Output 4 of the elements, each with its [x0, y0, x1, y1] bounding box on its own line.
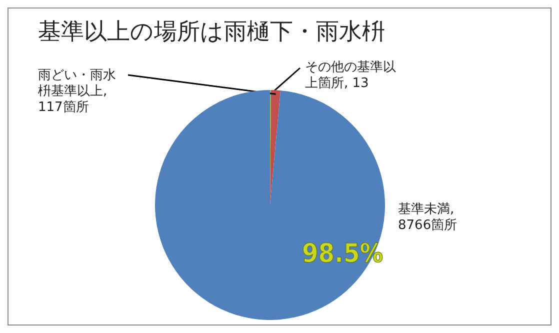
- chart-title: 基準以上の場所は雨樋下・雨水枡: [38, 18, 385, 46]
- slice-label: その他の基準以上箇所, 13: [305, 60, 397, 92]
- slice-label: 基準未満, 8766箇所: [398, 202, 458, 234]
- slice-label: 雨どい・雨水枡基準以上, 117箇所: [38, 68, 117, 116]
